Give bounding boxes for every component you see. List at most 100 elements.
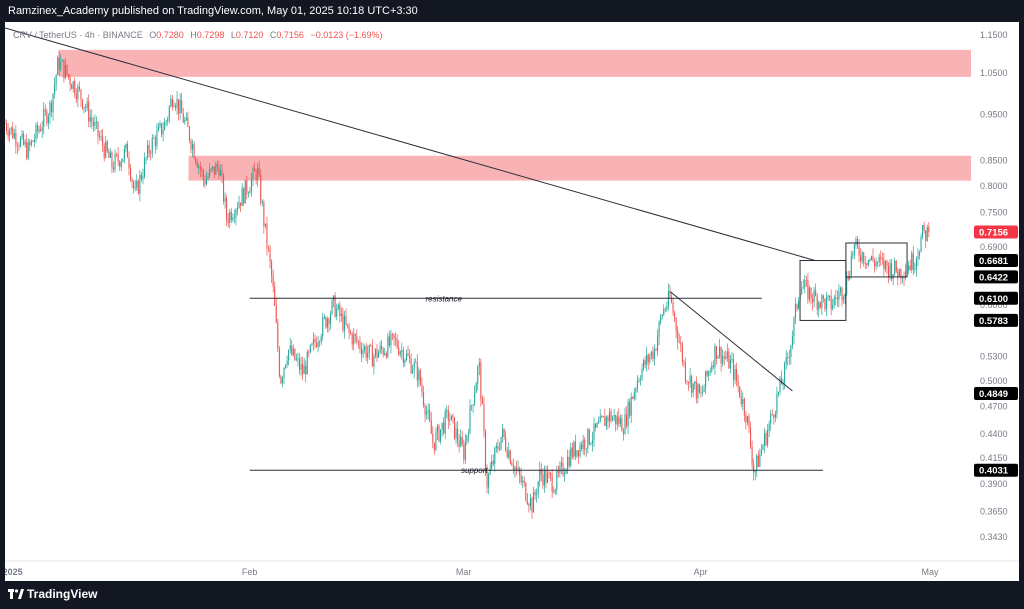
candle-body xyxy=(650,351,652,357)
candle-body xyxy=(633,392,635,399)
candle-body xyxy=(469,405,471,434)
candle-body xyxy=(582,439,584,450)
candle-body xyxy=(275,305,277,323)
candle-body xyxy=(64,65,66,79)
candle-body xyxy=(378,352,380,358)
candle-body xyxy=(54,84,56,94)
candle-body xyxy=(695,381,697,399)
candle-body xyxy=(119,161,121,167)
candle-body xyxy=(147,144,149,158)
candle-body xyxy=(464,441,466,460)
candle-body xyxy=(657,336,659,351)
candle-body xyxy=(198,165,200,168)
candle-body xyxy=(16,145,18,147)
candle-body xyxy=(684,362,686,382)
candle-body xyxy=(675,318,677,331)
chart-panel[interactable]: resistance support CRV / TetherUS · 4h · … xyxy=(3,22,1019,581)
candle-body xyxy=(44,109,46,112)
x-axis: 2025 Feb Mar Apr May xyxy=(3,567,939,577)
candle-body xyxy=(112,167,115,170)
candle-body xyxy=(841,287,843,300)
candle-body xyxy=(350,332,352,334)
candle-body xyxy=(387,336,389,357)
candle-body xyxy=(523,480,525,483)
candle-body xyxy=(689,375,691,384)
candle-body xyxy=(480,362,482,400)
candle-body xyxy=(692,383,694,393)
candle-body xyxy=(807,280,809,300)
candle-body xyxy=(390,333,392,346)
candle-body xyxy=(412,370,414,374)
candle-body xyxy=(426,412,428,415)
candle-body xyxy=(802,287,804,289)
candle-body xyxy=(748,416,750,429)
candle-body xyxy=(825,297,828,310)
symbol-line: CRV / TetherUS · 4h · BINANCE O0.7280 H0… xyxy=(13,30,383,40)
candle-body xyxy=(604,416,606,427)
candle-body xyxy=(816,295,818,310)
candle-body xyxy=(157,126,159,131)
candle-body xyxy=(912,253,914,270)
y-tick-label: 0.3430 xyxy=(980,532,1008,542)
candle-body xyxy=(672,302,674,313)
candle-body xyxy=(746,416,748,423)
candle-body xyxy=(570,447,572,467)
candle-body xyxy=(365,346,367,358)
candle-body xyxy=(77,86,79,100)
candle-body xyxy=(548,472,550,474)
candle-body xyxy=(391,333,394,335)
price-tags: 0.7156 0.6681 0.6422 0.6100 0.5783 0.4849 0.40… xyxy=(974,225,1018,477)
zones-layer xyxy=(58,49,972,181)
candle-body xyxy=(897,271,899,278)
candle-body xyxy=(40,129,42,131)
candle-body xyxy=(316,342,318,347)
candle-body xyxy=(188,127,190,141)
candle-body xyxy=(373,355,375,367)
price-chart[interactable]: resistance support CRV / TetherUS · 4h · … xyxy=(3,22,1019,581)
candle-body xyxy=(475,383,477,394)
candle-body xyxy=(66,65,68,75)
candle-body xyxy=(722,356,724,364)
candle-body xyxy=(181,100,183,114)
candle-body xyxy=(525,482,527,501)
candle-body xyxy=(311,343,313,346)
candle-body xyxy=(860,255,862,262)
candle-body xyxy=(306,351,308,375)
high-value: 0.7298 xyxy=(197,30,225,40)
candle-body xyxy=(798,300,800,309)
candle-body xyxy=(266,223,268,248)
candle-body xyxy=(599,416,601,423)
candle-body xyxy=(793,317,795,337)
candle-body xyxy=(396,338,398,348)
change-value: −0.0123 (−1.69%) xyxy=(310,30,382,40)
candle-body xyxy=(407,353,409,356)
candle-body xyxy=(461,436,463,445)
candle-body xyxy=(271,261,273,277)
candle-body xyxy=(850,255,852,276)
candle-body xyxy=(887,266,890,277)
candle-body xyxy=(836,298,838,300)
candle-body xyxy=(616,416,618,425)
candle-body xyxy=(294,348,296,360)
candle-body xyxy=(785,357,787,364)
candle-body xyxy=(216,164,218,168)
candle-body xyxy=(531,497,533,513)
candle-body xyxy=(776,393,778,414)
candle-body xyxy=(522,480,524,483)
candle-body xyxy=(715,346,717,359)
candle-body xyxy=(133,181,135,189)
candle-body xyxy=(922,225,924,238)
candle-body xyxy=(441,422,443,430)
candle-body xyxy=(168,106,170,119)
price-tag-label: 0.7156 xyxy=(979,228,1008,239)
candle-body xyxy=(233,217,235,219)
candle-body xyxy=(674,312,676,319)
candle-body xyxy=(38,129,40,132)
candle-body xyxy=(114,154,116,170)
candle-body xyxy=(636,381,638,390)
candle-body xyxy=(368,345,370,353)
candle-body xyxy=(677,330,679,342)
candle-body xyxy=(285,364,287,368)
candle-body xyxy=(917,256,919,259)
candle-body xyxy=(250,178,252,192)
